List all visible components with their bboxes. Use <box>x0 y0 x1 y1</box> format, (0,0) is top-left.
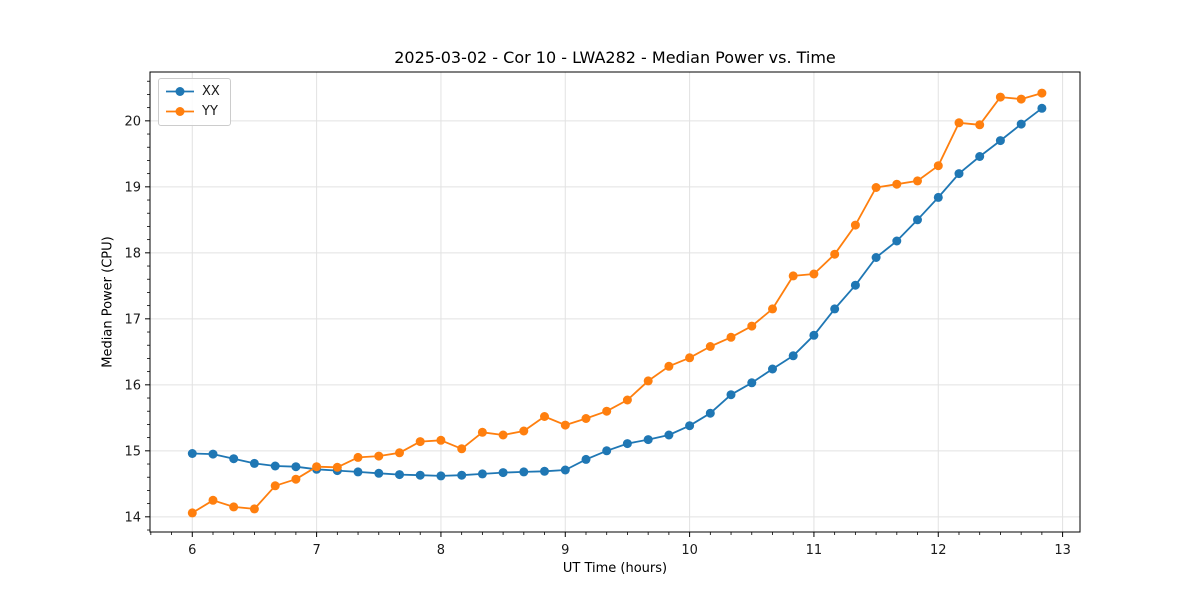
svg-text:15: 15 <box>124 444 141 459</box>
legend-label-yy: YY <box>202 104 218 119</box>
y-axis-label: Median Power (CPU) <box>100 236 116 368</box>
legend-line-marker-icon <box>166 107 194 116</box>
svg-text:9: 9 <box>561 543 569 558</box>
x-axis-label: UT Time (hours) <box>562 561 668 576</box>
svg-text:18: 18 <box>124 246 141 261</box>
chart-title: 2025-03-02 - Cor 10 - LWA282 - Median Po… <box>394 48 836 67</box>
svg-text:16: 16 <box>124 378 141 393</box>
legend-label-xx: XX <box>202 84 220 99</box>
svg-text:11: 11 <box>806 543 823 558</box>
svg-text:10: 10 <box>681 543 698 558</box>
svg-text:20: 20 <box>124 114 141 129</box>
svg-text:7: 7 <box>312 543 320 558</box>
legend-item-yy: YY <box>166 104 220 119</box>
svg-text:19: 19 <box>124 180 141 195</box>
legend: XX YY <box>158 78 231 126</box>
svg-text:14: 14 <box>124 510 141 525</box>
legend-item-xx: XX <box>166 84 220 99</box>
svg-text:12: 12 <box>930 543 947 558</box>
legend-line-marker-icon <box>166 87 194 96</box>
svg-text:6: 6 <box>188 543 196 558</box>
svg-text:13: 13 <box>1054 543 1071 558</box>
svg-text:8: 8 <box>437 543 445 558</box>
svg-text:17: 17 <box>124 312 141 327</box>
